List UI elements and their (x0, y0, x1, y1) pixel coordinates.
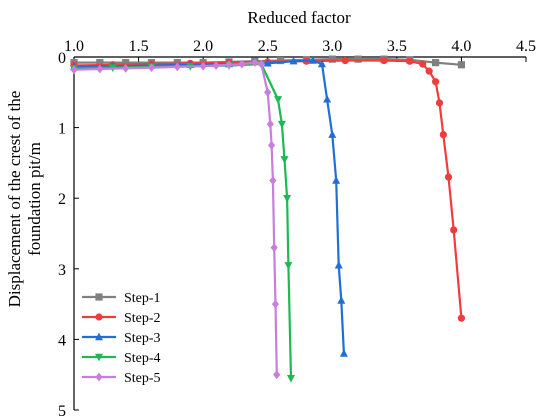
series-3 (70, 56, 348, 357)
legend-swatch-marker (95, 293, 103, 301)
legend-swatch-marker (95, 353, 103, 362)
series-line (73, 59, 345, 354)
data-point (432, 59, 440, 67)
data-point (96, 64, 104, 74)
legend-label: Step-1 (124, 291, 161, 306)
data-point (271, 299, 280, 309)
data-point (283, 195, 292, 203)
data-point (269, 176, 277, 185)
data-point (173, 62, 181, 72)
data-point (273, 370, 281, 380)
data-point (308, 56, 317, 64)
x-tick-label: 2.0 (193, 38, 213, 55)
data-point (457, 314, 466, 322)
legend-label: Step-4 (124, 351, 161, 366)
x-tick-label: 2.5 (258, 38, 278, 55)
data-point (263, 58, 272, 67)
data-point (444, 173, 453, 181)
data-point (334, 260, 343, 269)
data-point (339, 349, 348, 357)
x-axis-title: Reduced factor (247, 8, 351, 27)
series-line (73, 61, 278, 375)
legend-entry: Step-3 (82, 331, 161, 346)
data-point (332, 176, 341, 184)
series-5 (70, 58, 281, 380)
data-point (225, 60, 233, 70)
data-point (277, 56, 285, 65)
data-point (289, 56, 298, 65)
data-point (251, 58, 259, 68)
data-point (439, 131, 447, 139)
data-point (96, 59, 104, 67)
data-point (457, 61, 466, 69)
data-point (317, 59, 326, 68)
data-point (266, 119, 274, 129)
x-tick-label: 3.0 (322, 38, 342, 55)
data-point (328, 130, 337, 138)
y-tick-label: 3 (58, 262, 66, 279)
y-tick-label: 4 (58, 332, 66, 349)
data-point (238, 59, 246, 69)
x-tick-label: 4.5 (516, 38, 536, 55)
data-point (435, 99, 444, 107)
data-point (70, 65, 78, 75)
data-point (122, 63, 130, 73)
legend-entry: Step-5 (82, 371, 161, 386)
data-point (406, 57, 414, 65)
legend-entry: Step-4 (82, 351, 161, 366)
y-tick-label: 2 (58, 191, 66, 208)
x-tick-label: 3.5 (387, 38, 407, 55)
series-layer (70, 55, 466, 383)
data-point (323, 94, 332, 103)
series-4 (70, 60, 295, 383)
series-line (73, 59, 463, 319)
y-tick-label: 0 (58, 50, 66, 67)
data-point (212, 61, 220, 70)
legend-entry: Step-1 (82, 291, 161, 306)
axes: 1.0 1.5 2.0 2.5 3.0 3.5 4.0 4.5 0 1 2 3 4 5 (58, 38, 536, 418)
legend-swatch-marker (95, 372, 103, 382)
legend-entry: Step-2 (82, 311, 161, 326)
legend-label: Step-3 (124, 331, 161, 346)
data-point (147, 63, 156, 72)
series-line (73, 62, 293, 379)
legend-label: Step-2 (124, 311, 161, 326)
x-tick-label: 1.5 (129, 38, 149, 55)
x-tick-label: 4.0 (451, 38, 471, 55)
data-point (264, 87, 272, 97)
data-point (280, 156, 289, 164)
data-point (425, 67, 433, 75)
data-point (257, 59, 265, 69)
x-tick-label: 1.0 (64, 38, 84, 55)
data-point (267, 140, 276, 150)
data-point (284, 262, 293, 270)
legend-label: Step-5 (124, 371, 161, 386)
data-point (274, 96, 283, 104)
data-point (341, 56, 349, 65)
legend-swatch-marker (95, 332, 103, 341)
data-point (199, 61, 207, 71)
data-point (380, 56, 388, 65)
data-point (337, 296, 346, 304)
y-tick-label: 5 (58, 403, 66, 418)
data-point (277, 120, 286, 129)
data-point (432, 78, 440, 86)
data-point (270, 243, 278, 253)
y-tick-label: 1 (58, 121, 66, 138)
data-point (354, 55, 362, 63)
legend: Step-1 Step-2 Step-3 Step-4 Step-5 (82, 291, 161, 386)
data-point (450, 226, 458, 234)
legend-swatch-marker (95, 313, 103, 321)
data-point (286, 375, 295, 383)
y-axis-title-line-2: foundation pit/m (25, 142, 44, 256)
data-point (419, 60, 427, 68)
y-axis-title: Displacement of the crest of the foundat… (5, 91, 44, 308)
data-point (328, 55, 336, 63)
data-point (122, 59, 130, 67)
y-axis-title-line-1: Displacement of the crest of the (5, 91, 24, 308)
